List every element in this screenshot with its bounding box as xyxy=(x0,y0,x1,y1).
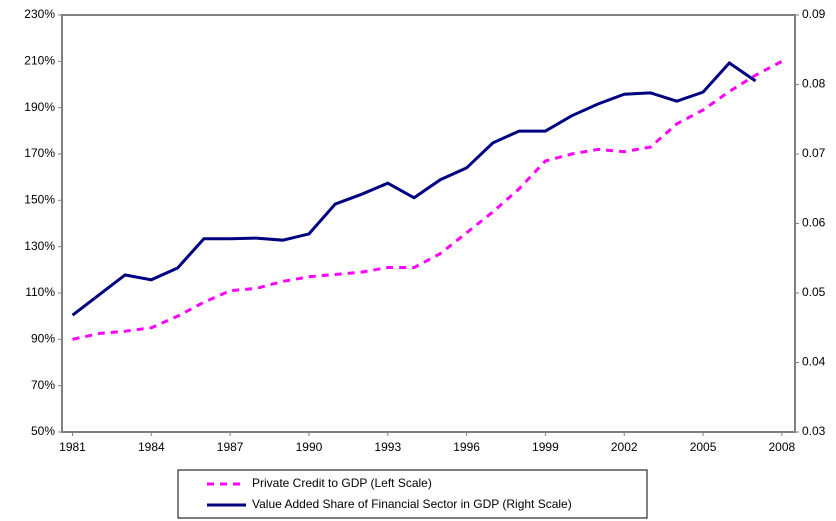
x-tick-label: 1990 xyxy=(296,440,323,454)
y2-tick-label: 0.07 xyxy=(802,146,826,160)
y-tick-label: 170% xyxy=(24,146,55,160)
plot-area xyxy=(61,14,796,433)
x-tick-label: 2008 xyxy=(769,440,796,454)
y-tick-label: 230% xyxy=(24,7,55,21)
y-tick-label: 190% xyxy=(24,100,55,114)
y-tick-label: 90% xyxy=(31,332,55,346)
y2-tick-label: 0.09 xyxy=(802,7,826,21)
y2-tick-label: 0.05 xyxy=(802,285,826,299)
x-tick-label: 1981 xyxy=(59,440,86,454)
x-tick-label: 1996 xyxy=(453,440,480,454)
y-tick-label: 50% xyxy=(31,424,55,438)
y-tick-label: 150% xyxy=(24,193,55,207)
y-tick-label: 70% xyxy=(31,378,55,392)
x-tick-label: 2005 xyxy=(690,440,717,454)
y-tick-label: 130% xyxy=(24,239,55,253)
x-tick-label: 1993 xyxy=(374,440,401,454)
series-line xyxy=(71,60,757,317)
x-tick-label: 1984 xyxy=(138,440,165,454)
series-line xyxy=(72,60,783,341)
legend-box xyxy=(177,469,648,519)
y2-tick-label: 0.04 xyxy=(802,355,826,369)
x-tick-label: 1987 xyxy=(217,440,244,454)
y2-tick-label: 0.03 xyxy=(802,424,826,438)
y-tick-label: 210% xyxy=(24,54,55,68)
legend-label: Value Added Share of Financial Sector in… xyxy=(252,497,572,511)
x-tick-label: 1999 xyxy=(532,440,559,454)
y2-tick-label: 0.06 xyxy=(802,216,826,230)
x-tick-label: 2002 xyxy=(611,440,638,454)
legend-label: Private Credit to GDP (Left Scale) xyxy=(252,476,432,490)
y-tick-label: 110% xyxy=(25,285,55,299)
y2-tick-label: 0.08 xyxy=(802,77,826,91)
